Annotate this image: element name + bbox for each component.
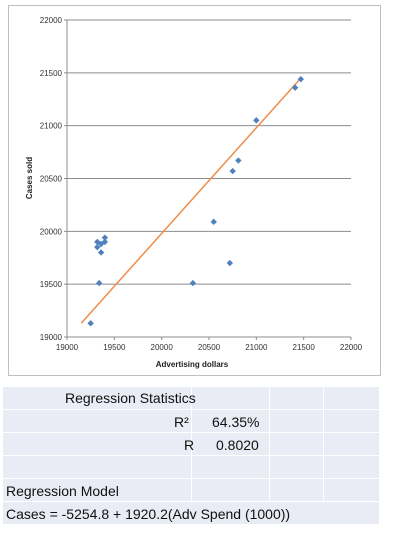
table-cell bbox=[192, 456, 270, 479]
data-point bbox=[97, 240, 105, 248]
table-cell bbox=[3, 456, 192, 479]
data-points bbox=[87, 75, 305, 327]
tick-labels: 19000 19500 20000 20500 21000 21500 22000 19000… bbox=[40, 16, 363, 352]
data-point bbox=[210, 218, 217, 226]
data-point bbox=[97, 249, 105, 256]
data-point bbox=[189, 279, 197, 287]
stats-title: Regression Statistics bbox=[65, 390, 196, 406]
table-cell bbox=[324, 410, 380, 433]
table-cell bbox=[3, 410, 192, 433]
data-point bbox=[253, 117, 260, 124]
table-cell bbox=[192, 433, 270, 456]
table-cell bbox=[270, 410, 324, 433]
data-point bbox=[229, 167, 236, 175]
x-tick-label: 20000 bbox=[151, 343, 174, 352]
r-squared-label: R² bbox=[174, 414, 189, 430]
scatter-chart: 19000 19500 20000 20500 21000 21500 22000 19000… bbox=[25, 16, 363, 369]
table-cell bbox=[270, 479, 324, 502]
table-cell bbox=[192, 479, 270, 502]
data-point bbox=[226, 259, 234, 267]
y-tick-label: 19500 bbox=[40, 280, 63, 289]
table-cell bbox=[324, 456, 380, 479]
y-tick-label: 21500 bbox=[40, 69, 63, 78]
data-point bbox=[101, 234, 109, 241]
chart-frame: 19000 19500 20000 20500 21000 21500 22000 19000… bbox=[8, 5, 381, 376]
y-tick-label: 20000 bbox=[40, 227, 63, 236]
x-tick-label: 21500 bbox=[293, 343, 316, 352]
table-cell bbox=[270, 456, 324, 479]
grid-lines bbox=[67, 19, 351, 338]
table-cell bbox=[324, 387, 380, 410]
table-cell bbox=[3, 433, 192, 456]
trendline-layer bbox=[80, 77, 302, 324]
data-point bbox=[87, 320, 94, 327]
table-cell bbox=[3, 479, 192, 502]
model-equation: Cases = -5254.8 + 1920.2(Adv Spend (1000… bbox=[6, 506, 291, 522]
axes bbox=[64, 19, 352, 340]
r-label: R bbox=[184, 437, 195, 453]
y-tick-label: 22000 bbox=[40, 16, 63, 25]
data-point bbox=[101, 238, 109, 246]
data-point bbox=[94, 243, 101, 251]
table-cell bbox=[192, 387, 270, 410]
r-squared-value: 64.35% bbox=[212, 414, 260, 430]
y-axis-title: Cases sold bbox=[25, 157, 34, 199]
table-cell bbox=[3, 502, 380, 525]
table-cell bbox=[324, 433, 380, 456]
r-value: 0.8020 bbox=[216, 437, 259, 453]
table-cell bbox=[270, 433, 324, 456]
x-tick-label: 19500 bbox=[103, 343, 126, 352]
y-tick-label: 20500 bbox=[40, 175, 63, 184]
trendline bbox=[80, 77, 302, 324]
table-cell bbox=[270, 387, 324, 410]
table-cell bbox=[324, 479, 380, 502]
data-point bbox=[291, 84, 299, 91]
model-title: Regression Model bbox=[6, 483, 119, 499]
table-cell bbox=[192, 410, 270, 433]
data-point bbox=[235, 157, 242, 164]
x-tick-label: 20500 bbox=[198, 343, 221, 352]
y-tick-label: 21000 bbox=[40, 122, 63, 131]
data-point bbox=[95, 279, 103, 287]
x-tick-label: 21000 bbox=[245, 343, 268, 352]
x-axis-title: Advertising dollars bbox=[156, 360, 229, 369]
x-tick-label: 22000 bbox=[340, 343, 363, 352]
regression-stats-table: Regression Statistics R² 64.35% R 0.8020… bbox=[3, 387, 380, 525]
x-tick-label: 19000 bbox=[56, 343, 79, 352]
data-point bbox=[297, 75, 305, 83]
table-cell bbox=[3, 387, 192, 410]
y-tick-label: 19000 bbox=[40, 333, 63, 342]
